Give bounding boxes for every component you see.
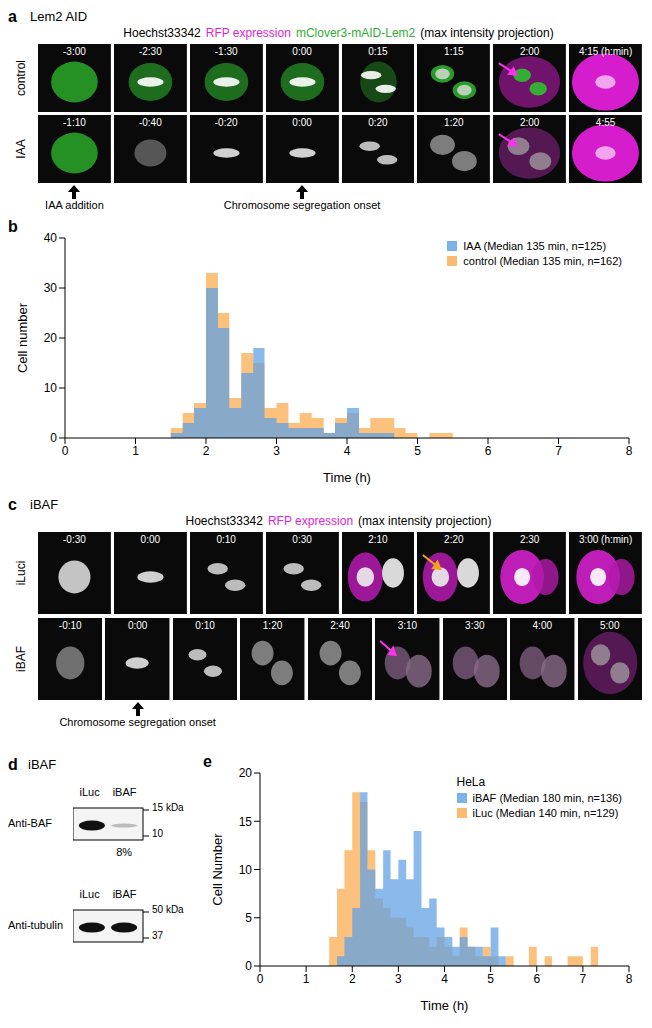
svg-text:5: 5 [245,911,252,925]
html-text:0:20: 0:20 [368,117,388,128]
svg-text:0: 0 [62,444,69,458]
svg-text:2: 2 [349,972,356,986]
html-text:Anti-BAF: Anti-BAF [8,817,52,829]
svg-text:Cell number: Cell number [15,302,30,373]
svg-text:40: 40 [44,231,58,245]
html-text:-2:30: -2:30 [138,46,162,57]
html-text:2:00: 2:00 [520,117,540,128]
html-text:3:00 (h:min): 3:00 (h:min) [578,534,633,545]
html-text:1:20: 1:20 [444,117,464,128]
html-text:0:10: 0:10 [195,620,215,631]
html-text:15 kDa: 15 kDa [152,802,184,813]
html-text:2:30: 2:30 [520,534,540,545]
html-text:3:10: 3:10 [397,620,418,631]
svg-text:0: 0 [257,972,264,986]
html-text:2:10: 2:10 [368,534,388,545]
html-text:37: 37 [152,930,164,941]
html-text:-3:00: -3:00 [63,46,86,57]
html-text:4:55: 4:55 [595,117,616,128]
html-text:8%: 8% [116,846,132,858]
html-text:3:30: 3:30 [465,620,485,631]
html-text:iBAF: iBAF [30,497,59,512]
html-text:iLuc: iLuc [79,786,100,798]
html-text:iLuc: iLuc [79,888,100,900]
html-text:2:40: 2:40 [330,620,350,631]
svg-text:0: 0 [50,431,57,445]
svg-text:4: 4 [344,444,351,458]
html-text:-0:40: -0:40 [138,117,162,128]
svg-text:6: 6 [533,972,540,986]
html-text:2:20: 2:20 [444,534,464,545]
svg-text:7: 7 [555,444,562,458]
html-text:iBAF: iBAF [28,757,57,772]
html-text:Hoechst33342 RFP expression (m: Hoechst33342 RFP expression (max intensi… [185,514,492,528]
html-text:4:15 (h:min): 4:15 (h:min) [578,46,633,57]
svg-text:10: 10 [239,863,253,877]
html-text:0:00: 0:00 [292,46,312,57]
html-text:1:15: 1:15 [444,46,464,57]
html-text:-1:30: -1:30 [214,46,238,57]
html-text:-0:30: -0:30 [63,534,86,545]
svg-text:4: 4 [441,972,448,986]
html-text:Anti-tubulin: Anti-tubulin [8,919,63,931]
svg-text:2: 2 [203,444,210,458]
svg-text:3: 3 [395,972,402,986]
html-text:0:30: 0:30 [292,534,312,545]
svg-text:20: 20 [44,331,58,345]
html-text:d: d [8,756,18,773]
svg-text:5: 5 [414,444,421,458]
svg-text:30: 30 [44,281,58,295]
svg-text:Time (h): Time (h) [323,470,371,485]
html-text:iLuc (Median 140 min, n=129): iLuc (Median 140 min, n=129) [472,807,619,819]
html-text:Chromosome segregation onset: Chromosome segregation onset [59,716,216,728]
html-text:0:15: 0:15 [368,46,388,57]
html-text:Lem2 AID: Lem2 AID [30,9,88,24]
svg-text:3: 3 [273,444,280,458]
svg-text:Cell Number: Cell Number [210,833,225,906]
html-text:IAA addition: IAA addition [45,199,104,211]
html-text:c: c [8,496,17,513]
svg-text:0: 0 [245,959,252,973]
html-text:Chromosome segregation onset: Chromosome segregation onset [223,199,381,211]
svg-text:6: 6 [485,444,492,458]
html-text:iBAF: iBAF [14,646,28,672]
svg-text:5: 5 [487,972,494,986]
html-text:iBAF: iBAF [112,888,137,900]
html-text:0:00: 0:00 [292,117,312,128]
html-text:-0:10: -0:10 [58,620,82,631]
html-text:control: control [14,60,28,96]
html-text:0:00: 0:00 [127,620,148,631]
html-text:iBAF (Median 180 min, n=136): iBAF (Median 180 min, n=136) [472,792,622,804]
svg-text:8: 8 [626,444,633,458]
html-text:4:00: 4:00 [532,620,552,631]
svg-text:20: 20 [239,766,253,780]
html-text:control (Median 135 min, n=162: control (Median 135 min, n=162) [463,255,622,267]
html-text:1:20: 1:20 [262,620,283,631]
html-text:iBAF: iBAF [112,786,137,798]
html-text:b: b [8,218,18,235]
html-text:IAA (Median 135 min, n=125): IAA (Median 135 min, n=125) [463,240,607,252]
html-text:e: e [203,753,212,770]
svg-text:8: 8 [626,972,633,986]
html-text:2:00: 2:00 [520,46,540,57]
html-text:5:00: 5:00 [600,620,620,631]
svg-text:10: 10 [44,381,58,395]
svg-text:1: 1 [303,972,310,986]
html-text:50 kDa: 50 kDa [152,904,184,915]
html-text:-0:20: -0:20 [214,117,238,128]
svg-text:7: 7 [580,972,587,986]
html-text:0:00: 0:00 [140,534,160,545]
html-text:Hoechst33342 RFP expression mC: Hoechst33342 RFP expression mClover3-mAI… [123,26,554,40]
html-text:-1:10: -1:10 [63,117,86,128]
html-text:HeLa: HeLa [456,775,486,789]
svg-text:1: 1 [132,444,139,458]
html-text:IAA: IAA [14,139,28,159]
html-text:0:10: 0:10 [216,534,236,545]
html-text:iLuci: iLuci [14,560,28,586]
html-text:10: 10 [152,828,164,839]
svg-text:15: 15 [239,815,253,829]
html-text:a: a [8,8,17,25]
svg-text:Time (h): Time (h) [421,998,469,1013]
